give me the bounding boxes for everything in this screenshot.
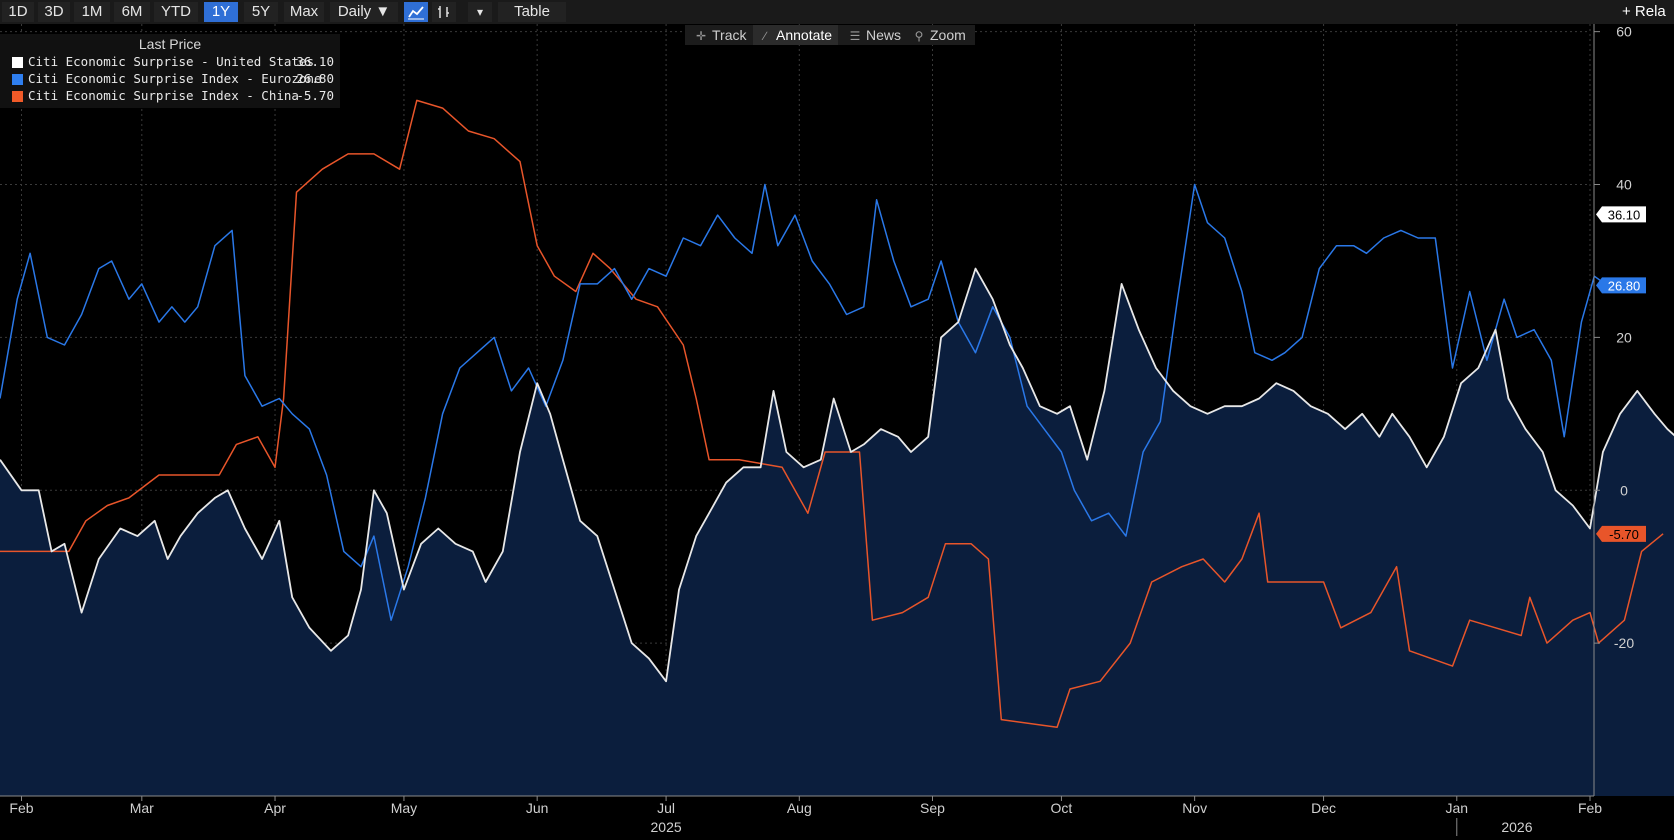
legend-swatch-eurozone (12, 74, 23, 85)
x-tick-label: Feb (9, 800, 33, 816)
x-tick-label: Jul (657, 800, 675, 816)
last-value-badge-us (1596, 206, 1646, 223)
annotate-button[interactable]: ∕ Annotate (753, 25, 839, 45)
y-tick-label: 60 (1616, 24, 1632, 40)
range-5y-button[interactable]: 5Y (244, 2, 278, 22)
table-button[interactable]: Table (498, 2, 566, 22)
range-6m-button[interactable]: 6M (114, 2, 150, 22)
series-line-eurozone (0, 183, 1608, 621)
annotate-label: Annotate (776, 27, 833, 43)
magnifier-icon: ⚲ (914, 29, 924, 43)
track-label: Track (712, 27, 747, 43)
year-label: 2026 (1501, 819, 1532, 835)
legend-swatch-china (12, 91, 23, 102)
pencil-icon: ∕ (763, 29, 766, 43)
legend-title: Last Price (138, 36, 202, 52)
y-tick-label: 40 (1616, 177, 1632, 193)
news-icon: ☰ (849, 29, 861, 43)
x-tick-label: Sep (920, 800, 945, 816)
chart-canvas[interactable]: 60 40 20 0 -20 Feb Mar Apr May Jun Jul Aug Sep Oct Nov… (0, 24, 1674, 840)
legend-item-eurozone[interactable]: Citi Economic Surprise Index - Eurozone … (12, 71, 338, 88)
x-tick-label: Dec (1311, 800, 1336, 816)
series-line-china (0, 99, 1664, 728)
zoom-label: Zoom (930, 27, 966, 43)
bar-chart-icon[interactable] (432, 2, 456, 22)
legend-name-china: Citi Economic Surprise Index - China (28, 88, 299, 103)
news-label: News (866, 27, 902, 43)
series-line-us (0, 267, 1674, 683)
range-1m-button[interactable]: 1M (74, 2, 110, 22)
x-tick-label: Apr (264, 800, 286, 816)
range-ytd-button[interactable]: YTD (154, 2, 198, 22)
last-value-label-china: -5.70 (1609, 527, 1639, 542)
last-value-label-eurozone: 26.80 (1608, 278, 1641, 293)
legend-swatch-us (12, 57, 23, 68)
y-tick-label: -20 (1614, 635, 1634, 651)
last-value-label-us: 36.10 (1608, 207, 1641, 222)
x-tick-label: Jun (526, 800, 549, 816)
x-tick-label: Oct (1051, 800, 1073, 816)
last-value-badge-eurozone (1596, 277, 1646, 294)
legend-item-us[interactable]: Citi Economic Surprise - United States 3… (12, 54, 338, 71)
x-tick-label: Feb (1578, 800, 1602, 816)
legend-name-eurozone: Citi Economic Surprise Index - Eurozone (28, 71, 322, 86)
year-label: 2025 (651, 819, 682, 835)
legend-item-china[interactable]: Citi Economic Surprise Index - China -5.… (12, 88, 338, 105)
range-3d-button[interactable]: 3D (38, 2, 70, 22)
range-max-button[interactable]: Max (284, 2, 324, 22)
frequency-dropdown[interactable]: Daily ▼ (330, 2, 398, 22)
news-button[interactable]: ☰ News (843, 25, 907, 45)
legend-value-eurozone: 26.80 (296, 71, 334, 86)
y-tick-label: 20 (1616, 329, 1632, 345)
y-tick-label: 0 (1620, 482, 1628, 498)
legend[interactable]: Last Price Citi Economic Surprise - Unit… (0, 34, 340, 108)
x-tick-label: Jan (1445, 800, 1468, 816)
line-chart-icon[interactable] (404, 2, 428, 22)
x-tick-label: Nov (1182, 800, 1207, 816)
track-button[interactable]: ✛ Track (689, 25, 752, 45)
legend-value-china: -5.70 (296, 88, 334, 103)
range-1y-button[interactable]: 1Y (204, 2, 238, 22)
range-1d-button[interactable]: 1D (2, 2, 34, 22)
x-tick-label: Aug (787, 800, 812, 816)
crosshair-icon: ✛ (695, 29, 707, 43)
legend-name-us: Citi Economic Surprise - United States (28, 54, 314, 69)
x-tick-label: Mar (130, 800, 154, 816)
zoom-button[interactable]: ⚲ Zoom (907, 25, 972, 45)
legend-value-us: 36.10 (296, 54, 334, 69)
chevron-down-icon[interactable]: ▾ (468, 2, 492, 22)
x-tick-label: May (391, 800, 417, 816)
last-value-badge-china (1596, 525, 1646, 542)
top-toolbar: 1D 3D 1M 6M YTD 1Y 5Y Max Daily ▼ ▾ Tabl… (0, 0, 1674, 25)
relative-button[interactable]: + Rela (1616, 2, 1674, 22)
chart-tools-bar: ✛ Track ∕ Annotate ☰ News ⚲ Zoom (685, 25, 975, 45)
